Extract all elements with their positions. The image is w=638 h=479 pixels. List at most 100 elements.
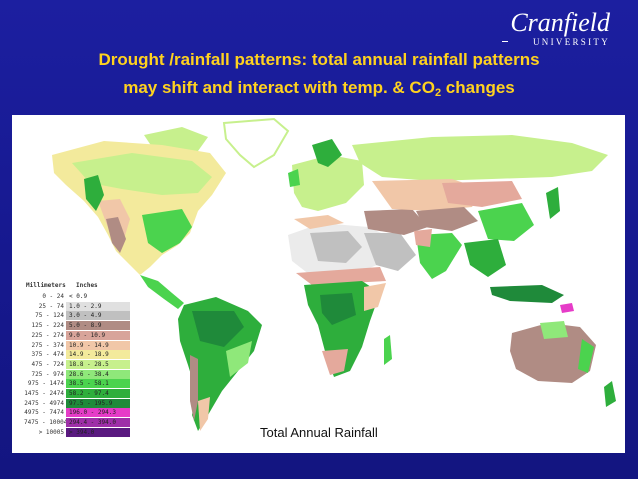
legend-row: 275 - 374 10.9 - 14.9 <box>24 340 132 351</box>
legend-swatch <box>66 321 130 331</box>
legend-row: 125 - 224 5.0 - 8.9 <box>24 321 132 331</box>
logo-rule <box>502 41 508 42</box>
sahara-grey <box>310 231 362 263</box>
congo-dark <box>320 293 356 325</box>
legend-swatch <box>66 379 130 389</box>
legend-swatch <box>66 330 130 340</box>
legend-inch-range: 9.0 - 10.9 <box>69 331 106 339</box>
logo-name: Cranfield <box>510 8 610 37</box>
legend-row: 0 - 24 < 0.9 <box>24 292 132 302</box>
legend-row: > 10005 > 394.0 <box>24 427 132 438</box>
brazil-light <box>226 341 252 377</box>
legend-inch-range: 14.9 - 18.9 <box>69 351 109 359</box>
australia-east-green <box>578 339 594 373</box>
legend-mm-range: > 10005 <box>38 428 64 436</box>
southern-africa-dry <box>322 349 348 375</box>
scandinavia <box>312 139 342 167</box>
legend-row: 375 - 474 14.9 - 18.9 <box>24 350 132 360</box>
india-northwest-dry <box>414 229 432 247</box>
legend-mm-range: 75 - 124 <box>35 312 64 320</box>
map-caption: Total Annual Rainfall <box>260 425 378 440</box>
slide-title-line-2-text: may shift and interact with temp. & CO <box>123 78 435 97</box>
legend-row: 475 - 724 18.8 - 28.5 <box>24 359 132 370</box>
legend-inch-range: 196.0 - 294.3 <box>69 409 116 417</box>
legend-row: 7475 - 10004 294.4 - 394.0 <box>24 418 132 428</box>
legend-inch-range: > 394.0 <box>69 428 95 436</box>
legend-swatch <box>66 398 130 408</box>
legend-inch-range: 10.9 - 14.9 <box>69 341 109 349</box>
rainfall-legend: Millimeters Inches 0 - 24 < 0.9 25 - 74 1.0… <box>22 280 134 440</box>
legend-mm-range: 1475 - 2474 <box>24 390 64 397</box>
legend-swatch <box>66 369 130 379</box>
legend-swatch <box>66 311 130 321</box>
legend-mm-range: 225 - 274 <box>31 331 64 339</box>
legend-swatch <box>66 408 130 418</box>
legend-row: 4975 - 7474 196.0 - 294.3 <box>24 408 132 418</box>
sahel <box>296 267 386 285</box>
legend-swatch <box>66 389 130 398</box>
legend-row: 2475 - 4974 97.5 - 195.9 <box>24 398 132 409</box>
world-rainfall-map-graphic <box>52 117 616 431</box>
legend-swatch <box>66 359 130 369</box>
east-africa-tan <box>364 283 386 311</box>
legend-row: 1475 - 2474 58.2 - 97.4 <box>24 389 132 399</box>
greenland <box>222 117 290 169</box>
north-africa-coast <box>294 215 344 229</box>
co2-subscript: 2 <box>434 87 442 99</box>
logo-subtitle: UNIVERSITY <box>533 37 610 47</box>
legend-inch-range: < 0.9 <box>69 293 88 300</box>
slide-title-line-2: may shift and interact with temp. & CO2 … <box>0 78 638 99</box>
madagascar <box>384 335 392 365</box>
cranfield-university-logo: Cranfield UNIVERSITY <box>460 8 610 52</box>
legend-swatch <box>66 340 130 350</box>
legend-mm-header: Millimeters <box>26 282 66 289</box>
legend-swatch <box>66 418 130 428</box>
legend-mm-range: 4975 - 7474 <box>24 409 64 417</box>
legend-mm-range: 0 - 24 <box>42 293 64 300</box>
legend-mm-range: 975 - 1474 <box>27 380 64 388</box>
legend-mm-range: 725 - 974 <box>31 370 64 378</box>
north-america-east-green <box>142 209 192 253</box>
legend-mm-range: 375 - 474 <box>31 351 64 359</box>
legend-mm-range: 2475 - 4974 <box>24 399 64 407</box>
legend-inch-range: 38.5 - 58.1 <box>69 380 109 388</box>
north-america-boreal <box>72 153 212 195</box>
europe <box>292 155 364 211</box>
tibet <box>416 207 478 231</box>
legend-row: 975 - 1474 38.5 - 58.1 <box>24 379 132 389</box>
legend-row: 725 - 974 28.6 - 38.4 <box>24 369 132 380</box>
southeast-asia <box>464 239 506 277</box>
legend-swatch <box>66 427 130 437</box>
north-america-northwest-green <box>84 175 104 211</box>
legend-mm-range: 125 - 224 <box>31 322 64 330</box>
arabia <box>364 233 416 271</box>
amazon-dark <box>192 311 244 347</box>
legend-inch-range: 3.0 - 4.9 <box>69 312 102 320</box>
legend-swatch <box>66 292 130 301</box>
china-east <box>478 203 534 241</box>
legend-swatch <box>66 350 130 360</box>
legend-inch-range: 97.5 - 195.9 <box>69 399 113 407</box>
legend-swatch <box>66 301 130 311</box>
legend-inch-range: 58.2 - 97.4 <box>69 390 109 397</box>
slide-title-line-2-end: changes <box>441 78 515 97</box>
new-guinea <box>560 303 574 313</box>
patagonia <box>198 397 210 431</box>
legend-in-header: Inches <box>76 282 98 289</box>
legend-mm-range: 25 - 74 <box>38 302 64 310</box>
legend-mm-range: 275 - 374 <box>31 341 64 349</box>
andes-dry <box>190 355 198 421</box>
north-america-west-dry <box>106 217 126 253</box>
legend-mm-range: 475 - 724 <box>31 360 64 368</box>
legend-inch-range: 18.8 - 28.5 <box>69 360 109 368</box>
central-america <box>140 275 184 309</box>
slide-title-line-1: Drought /rainfall patterns: total annual… <box>98 50 540 69</box>
mongolia-dry <box>442 181 522 207</box>
legend-inch-range: 5.0 - 8.9 <box>69 322 102 330</box>
legend-row: 25 - 74 1.0 - 2.9 <box>24 301 132 312</box>
british-isles <box>288 169 300 187</box>
legend-inch-range: 1.0 - 2.9 <box>69 302 102 310</box>
legend-inch-range: 28.6 - 38.4 <box>69 370 109 378</box>
legend-mm-range: 7475 - 10004 <box>24 419 68 427</box>
legend-header: Millimeters Inches <box>26 282 130 291</box>
